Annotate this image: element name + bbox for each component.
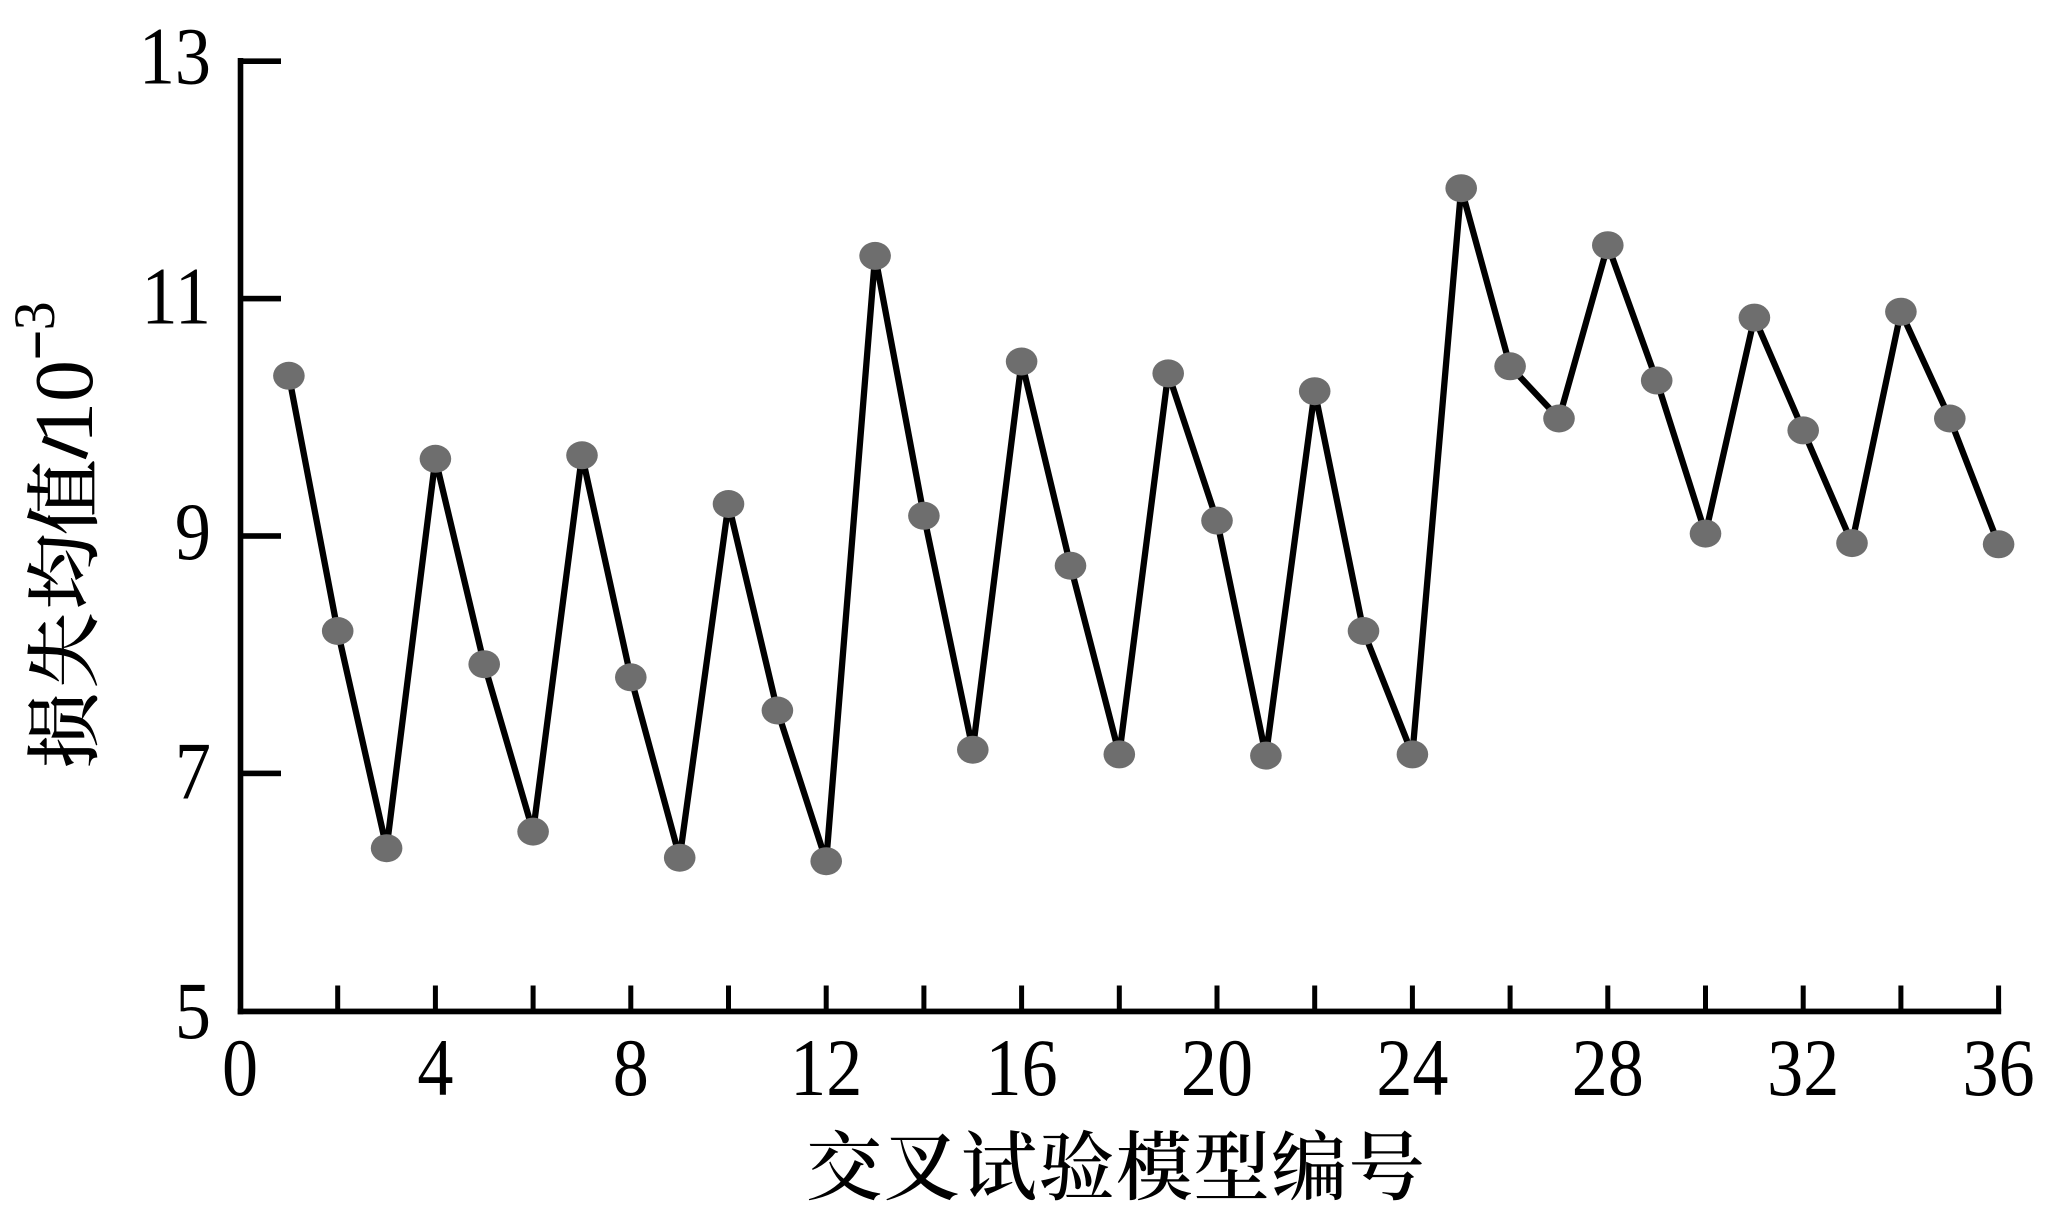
svg-text:16: 16	[986, 1022, 1058, 1113]
svg-text:13: 13	[139, 10, 211, 101]
svg-text:24: 24	[1376, 1022, 1448, 1113]
svg-text:12: 12	[790, 1022, 862, 1113]
svg-text:9: 9	[175, 486, 211, 577]
svg-text:32: 32	[1767, 1022, 1839, 1113]
svg-text:8: 8	[613, 1022, 649, 1113]
svg-text:5: 5	[175, 965, 211, 1056]
svg-text:10: 10	[18, 360, 111, 444]
svg-text:28: 28	[1572, 1022, 1644, 1113]
svg-text:0: 0	[222, 1022, 258, 1113]
svg-text:7: 7	[175, 725, 211, 816]
svg-text:36: 36	[1963, 1022, 2035, 1113]
svg-text:20: 20	[1181, 1022, 1253, 1113]
svg-text:11: 11	[142, 250, 211, 341]
svg-text:3: 3	[2, 301, 67, 330]
svg-text:4: 4	[417, 1022, 453, 1113]
